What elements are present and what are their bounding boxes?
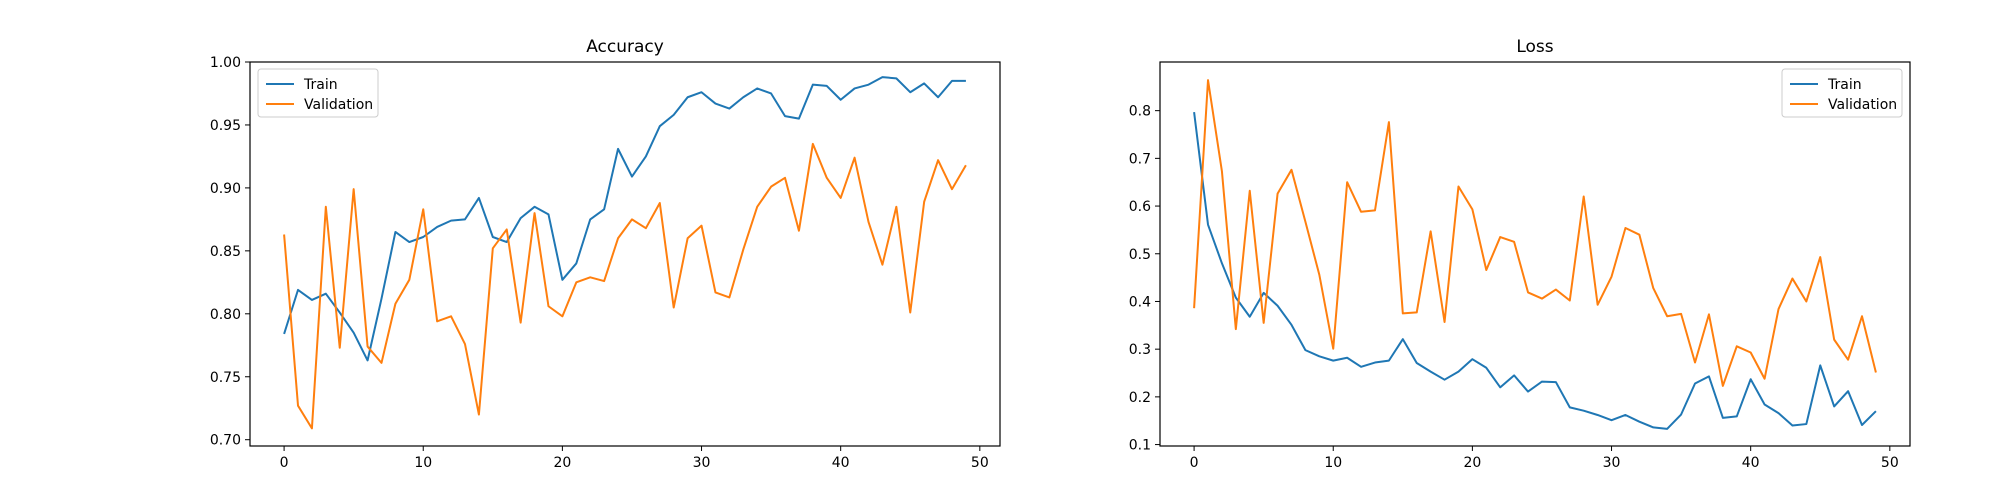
y-tick-label: 0.3 — [1129, 342, 1151, 358]
y-tick-label: 0.4 — [1129, 294, 1151, 310]
chart-title: Accuracy — [586, 37, 664, 57]
y-tick-label: 0.75 — [210, 370, 241, 386]
x-tick-label: 40 — [1742, 455, 1760, 471]
x-tick-label: 50 — [1881, 455, 1899, 471]
y-tick-label: 0.1 — [1129, 438, 1151, 454]
series-line-train — [1193, 111, 1877, 430]
x-tick-label: 40 — [832, 455, 850, 471]
y-tick-label: 1.00 — [210, 55, 241, 71]
series-line-validation — [283, 142, 967, 430]
chart-title: Loss — [1516, 37, 1553, 57]
y-tick-label: 0.6 — [1129, 199, 1151, 215]
x-tick-label: 30 — [1603, 455, 1621, 471]
x-tick-label: 0 — [1190, 455, 1199, 471]
legend-label-validation: Validation — [304, 97, 373, 113]
loss-panel: Loss 0 10 20 30 40 50 0.1 0.2 0.3 0.4 0.5 0.6 0.7 0.8 T… — [1129, 37, 1911, 471]
legend: Train Validation — [1781, 68, 1903, 118]
y-tick-label: 0.80 — [210, 307, 241, 323]
legend-label-train: Train — [1827, 77, 1862, 93]
y-tick-label: 0.70 — [210, 433, 241, 449]
axes-frame — [249, 61, 1001, 447]
y-tick-label: 0.2 — [1129, 390, 1151, 406]
legend: Train Validation — [257, 68, 379, 118]
x-tick-label: 30 — [693, 455, 711, 471]
x-tick-label: 10 — [414, 455, 432, 471]
y-tick-label: 0.8 — [1129, 104, 1151, 120]
x-tick-label: 10 — [1324, 455, 1342, 471]
y-tick-label: 0.85 — [210, 244, 241, 260]
x-tick-label: 20 — [553, 455, 571, 471]
x-tick-label: 20 — [1463, 455, 1481, 471]
accuracy-panel: Accuracy 0 10 20 30 40 50 0.70 0.75 0.80 0.85 0.90 0… — [210, 37, 1001, 471]
y-tick-label: 0.95 — [210, 118, 241, 134]
x-tick-label: 50 — [971, 455, 989, 471]
y-tick-label: 0.90 — [210, 181, 241, 197]
legend-label-train: Train — [303, 77, 338, 93]
y-tick-label: 0.5 — [1129, 247, 1151, 263]
series-line-validation — [1193, 79, 1877, 387]
y-tick-label: 0.7 — [1129, 151, 1151, 167]
x-tick-label: 0 — [280, 455, 289, 471]
legend-label-validation: Validation — [1828, 97, 1897, 113]
series-line-train — [283, 76, 966, 362]
